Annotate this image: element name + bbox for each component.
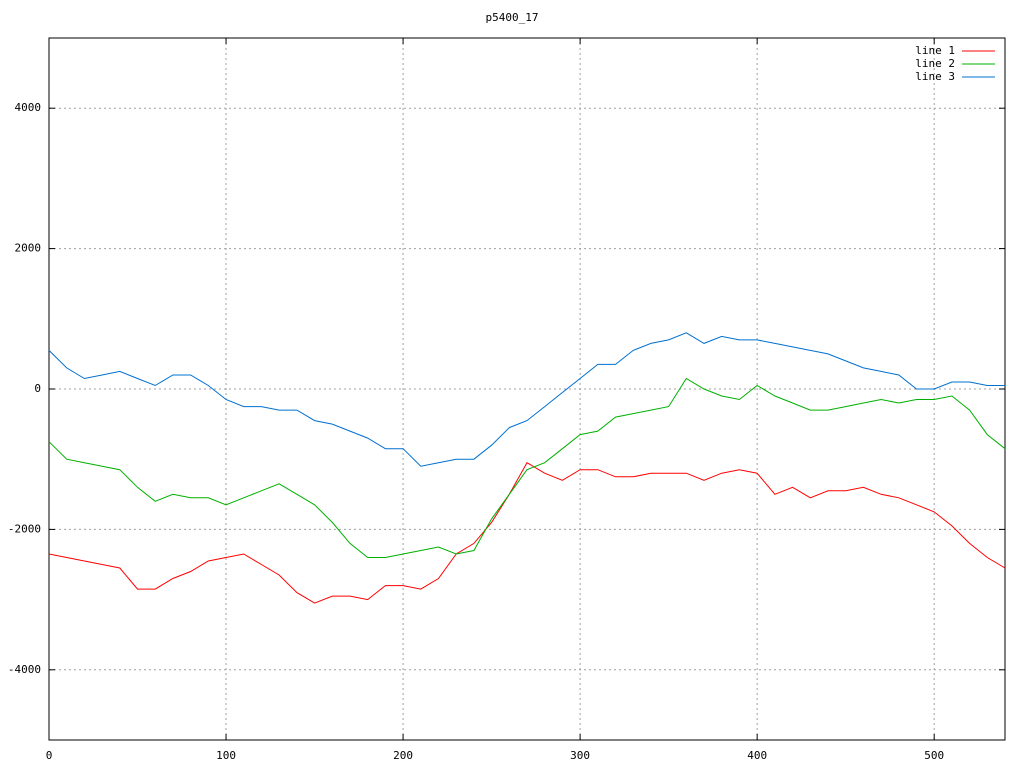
legend-label: line 2 [915, 57, 955, 70]
x-tick-label: 200 [393, 749, 413, 762]
y-tick-label: 2000 [15, 242, 42, 255]
line [48, 462, 1006, 604]
line [48, 377, 1006, 558]
y-tick-label: 0 [34, 382, 41, 395]
x-tick-label: 400 [747, 749, 767, 762]
y-tick-label: -2000 [8, 522, 41, 535]
line [48, 332, 1005, 467]
legend-label: line 3 [915, 70, 955, 83]
x-tick-label: 0 [46, 749, 53, 762]
y-tick-label: -4000 [8, 663, 41, 676]
y-tick-label: 4000 [15, 101, 42, 114]
legend-label: line 1 [915, 44, 955, 57]
chart-title: p5400_17 [486, 11, 539, 24]
plot-border [48, 37, 1006, 741]
x-tick-label: 100 [216, 749, 236, 762]
x-tick-label: 300 [570, 749, 590, 762]
x-tick-label: 500 [924, 749, 944, 762]
